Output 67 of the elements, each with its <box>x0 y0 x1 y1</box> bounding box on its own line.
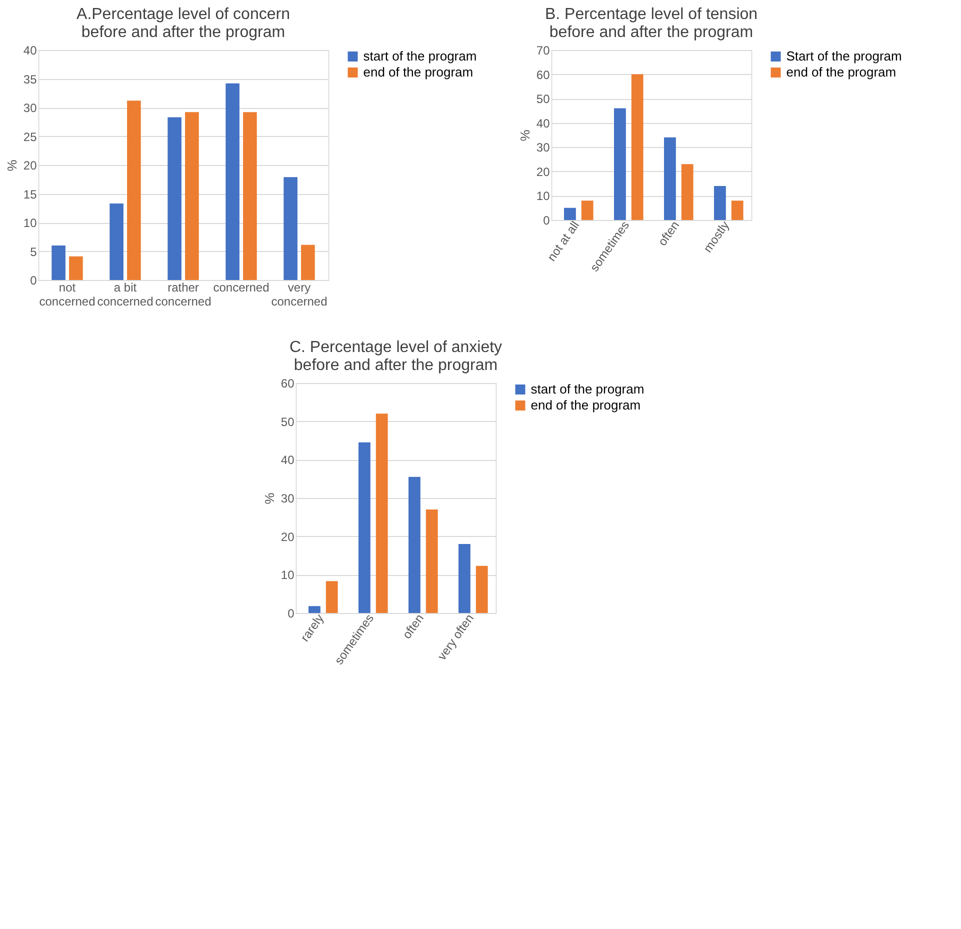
bar <box>301 244 315 280</box>
bar <box>226 83 240 280</box>
bar <box>284 177 298 280</box>
y-tick-label: 0 <box>30 274 38 288</box>
y-tick-label: 70 <box>536 44 550 58</box>
bar <box>458 544 470 613</box>
y-tick-label: 10 <box>536 189 550 204</box>
x-tick-label: a bit concerned <box>97 280 154 308</box>
bar <box>664 137 676 220</box>
bar <box>308 606 320 613</box>
legend-label: end of the program <box>530 398 641 412</box>
bar <box>358 442 370 613</box>
y-axis-title: % <box>517 129 532 142</box>
y-tick-label: 0 <box>288 606 295 620</box>
y-tick-label: 0 <box>543 214 550 228</box>
x-tick-label: rather concerned <box>155 280 212 308</box>
legend-label: start of the program <box>530 382 644 396</box>
chart-title: C. Percentage level of anxiety before and after the program <box>289 339 502 374</box>
bar <box>185 112 199 280</box>
y-tick-label: 60 <box>536 68 550 82</box>
y-tick-label: 30 <box>23 101 38 115</box>
y-tick-label: 50 <box>536 92 550 106</box>
y-axis-title: % <box>4 159 20 172</box>
y-tick-label: 20 <box>280 530 295 544</box>
chart-title: B. Percentage level of tension before and after the program <box>544 6 758 41</box>
bar <box>564 208 576 220</box>
bar <box>326 581 338 613</box>
y-tick-label: 15 <box>23 187 38 202</box>
bar <box>243 112 257 280</box>
bar <box>426 510 438 613</box>
bar <box>714 186 726 220</box>
bar <box>127 100 141 280</box>
bar <box>681 164 694 220</box>
bar <box>69 256 83 280</box>
y-tick-label: 35 <box>23 72 38 86</box>
x-tick-label: not concerned <box>39 280 96 308</box>
y-tick-label: 30 <box>280 492 295 506</box>
y-tick-label: 50 <box>280 414 295 429</box>
chart-title: A.Percentage level of concern before and after the program <box>76 6 290 41</box>
y-tick-label: 25 <box>23 130 38 144</box>
y-tick-label: 40 <box>536 116 550 130</box>
y-tick-label: 40 <box>23 44 38 58</box>
y-tick-label: 20 <box>23 158 38 172</box>
bar <box>168 117 182 280</box>
x-tick-label: concerned <box>213 280 270 294</box>
y-tick-label: 5 <box>30 244 38 259</box>
legend-label: start of the program <box>363 48 477 64</box>
bar <box>581 200 594 220</box>
bar <box>376 414 388 613</box>
bar <box>476 566 488 613</box>
bar <box>631 74 644 220</box>
y-tick-label: 10 <box>23 216 38 230</box>
y-axis-title: % <box>262 492 277 504</box>
y-tick-label: 40 <box>280 453 295 468</box>
bar <box>52 246 66 280</box>
y-tick-label: 60 <box>280 376 295 390</box>
legend-label: end of the program <box>786 64 896 80</box>
x-tick-label: very concerned <box>271 280 328 308</box>
legend-label: end of the program <box>363 64 474 80</box>
y-tick-label: 10 <box>280 568 295 582</box>
bar <box>731 200 744 220</box>
bar <box>110 204 124 280</box>
bar <box>614 108 626 220</box>
y-tick-label: 20 <box>536 164 550 179</box>
y-tick-label: 30 <box>536 140 550 155</box>
legend-label: Start of the program <box>786 48 902 64</box>
bar <box>408 476 420 613</box>
